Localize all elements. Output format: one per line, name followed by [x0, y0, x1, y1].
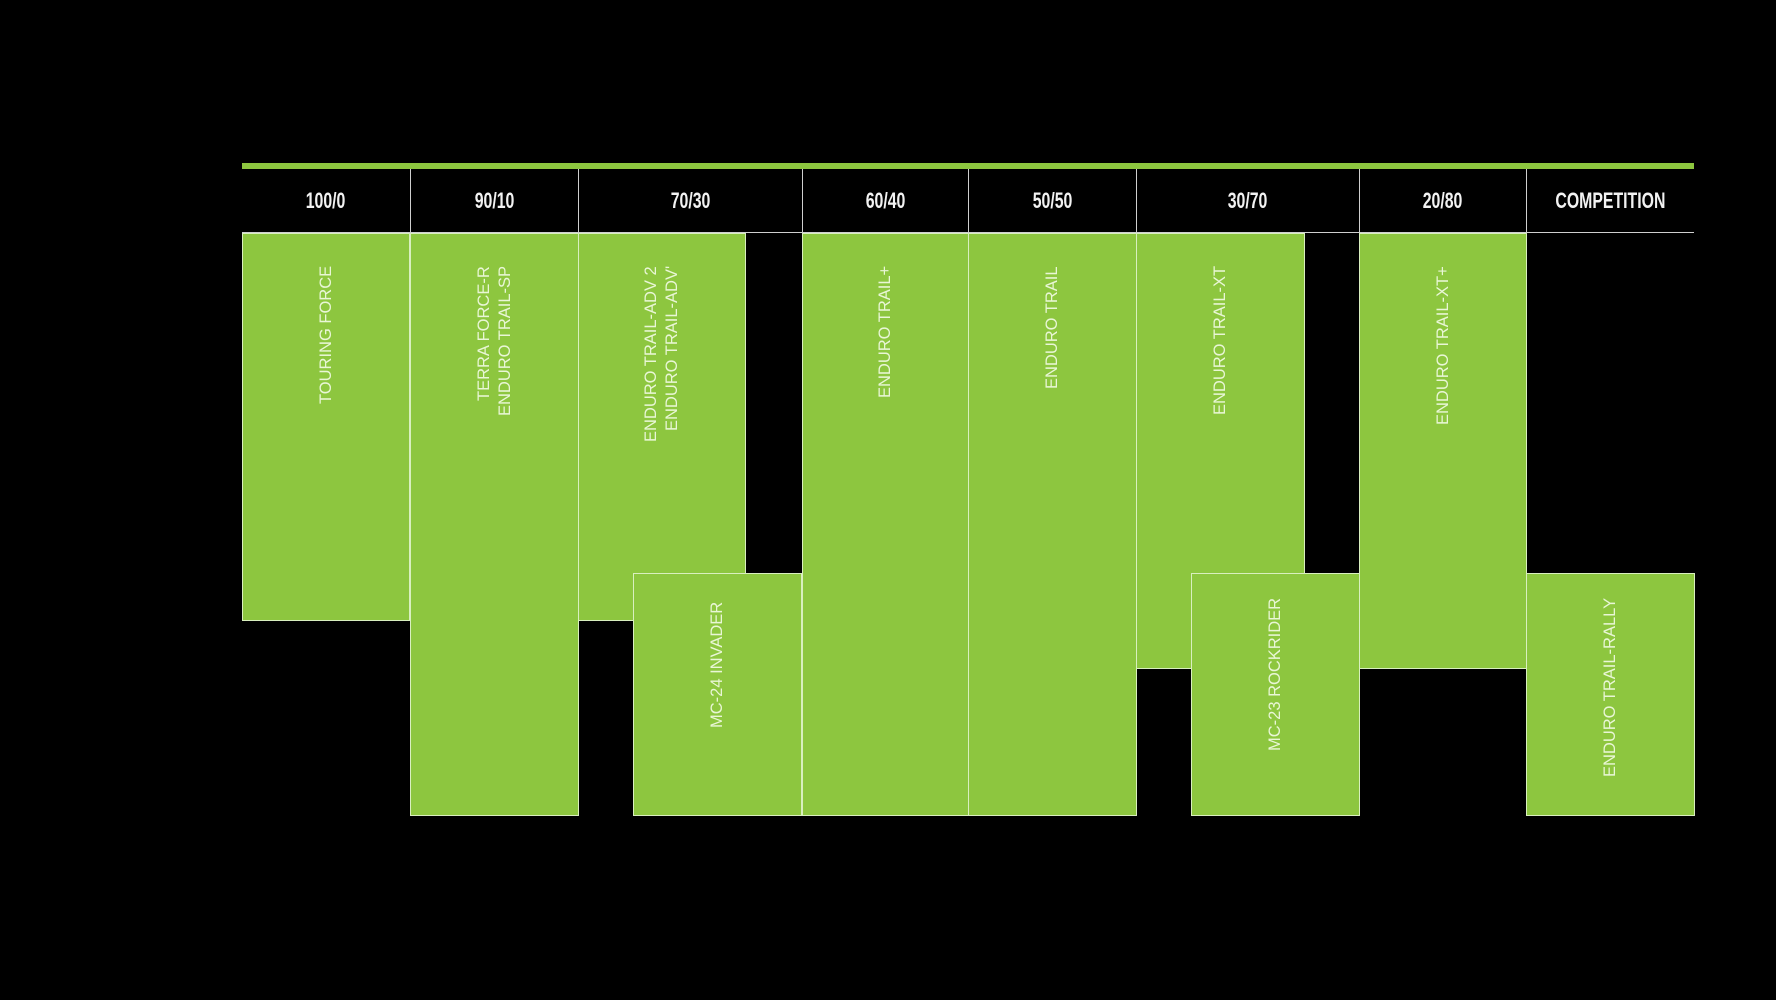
column-header-label: 50/50	[1032, 187, 1073, 213]
column-header-competition: COMPETITION	[1526, 169, 1694, 233]
column-header-100-0: 100/0	[242, 169, 410, 233]
tire-block-touring-force: TOURING FORCE	[242, 233, 410, 621]
column-header-50-50: 50/50	[968, 169, 1136, 233]
tire-label: MC-24 INVADER	[708, 602, 726, 729]
column-header-90-10: 90/10	[410, 169, 578, 233]
tire-label: ENDURO TRAIL-RALLY	[1601, 598, 1619, 778]
column-header-label: 90/10	[474, 187, 515, 213]
column-header-label: 20/80	[1423, 187, 1463, 213]
tire-label: TOURING FORCE	[316, 266, 335, 405]
column-header-label: 70/30	[670, 187, 711, 213]
column-header-70-30: 70/30	[578, 169, 802, 233]
column-header-label: 30/70	[1228, 187, 1268, 213]
tire-block-enduro-trail-rally: ENDURO TRAIL-RALLY	[1526, 573, 1695, 816]
tire-block-enduro-trail-plus: ENDURO TRAIL+	[802, 233, 969, 816]
top-accent-line	[242, 163, 1694, 169]
tire-label: ENDURO TRAIL+	[876, 266, 894, 399]
tire-label: ENDURO TRAIL-XT	[1211, 266, 1229, 416]
column-header-60-40: 60/40	[802, 169, 968, 233]
tire-label: ENDURO TRAIL	[1043, 266, 1061, 389]
tire-label: MC-23 ROCKRIDER	[1266, 598, 1284, 752]
tire-label: ENDURO TRAIL-XT+	[1433, 266, 1452, 425]
tire-block-enduro-trail-adv: ENDURO TRAIL-ADV 2 ENDURO TRAIL-ADV'	[578, 233, 746, 621]
tire-block-enduro-trail: ENDURO TRAIL	[968, 233, 1137, 816]
tire-block-mc-23-rockrider: MC-23 ROCKRIDER	[1191, 573, 1360, 816]
column-header-label: 100/0	[306, 187, 346, 213]
tire-block-enduro-trail-xt-plus: ENDURO TRAIL-XT+	[1359, 233, 1527, 669]
tire-block-terra-force: TERRA FORCE-R ENDURO TRAIL-SP	[410, 233, 579, 816]
tire-block-mc-24-invader: MC-24 INVADER	[633, 573, 802, 816]
column-header-label: COMPETITION	[1555, 187, 1666, 213]
tire-label: TERRA FORCE-R ENDURO TRAIL-SP	[474, 266, 514, 417]
tire-label: ENDURO TRAIL-ADV 2 ENDURO TRAIL-ADV'	[642, 266, 681, 442]
column-header-label: 60/40	[865, 187, 906, 213]
column-header-30-70: 30/70	[1136, 169, 1359, 233]
column-header-20-80: 20/80	[1359, 169, 1526, 233]
